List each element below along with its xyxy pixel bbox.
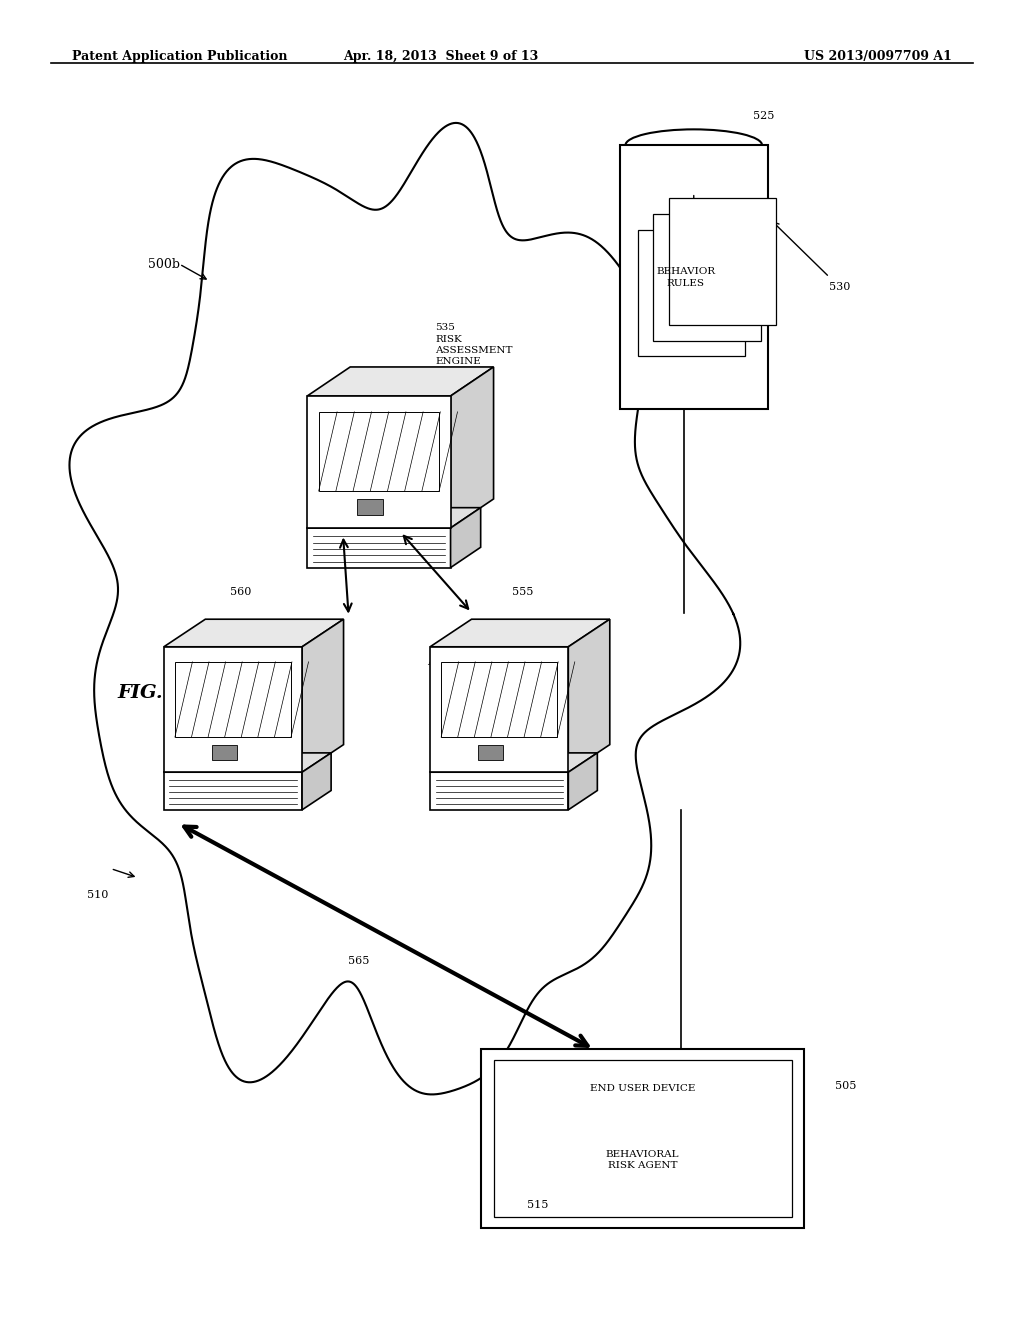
Polygon shape	[307, 396, 451, 528]
Polygon shape	[494, 1060, 792, 1217]
Polygon shape	[669, 198, 776, 325]
Polygon shape	[212, 744, 238, 759]
Polygon shape	[307, 508, 480, 528]
Polygon shape	[302, 619, 344, 772]
Text: SECURITY
TOOL A
540: SECURITY TOOL A 540	[171, 647, 228, 678]
Text: Apr. 18, 2013  Sheet 9 of 13: Apr. 18, 2013 Sheet 9 of 13	[343, 50, 538, 63]
Polygon shape	[164, 772, 302, 810]
Polygon shape	[568, 619, 609, 772]
Polygon shape	[430, 752, 597, 772]
Polygon shape	[307, 367, 494, 396]
Polygon shape	[164, 752, 331, 772]
Text: FIG. 5B: FIG. 5B	[118, 684, 201, 702]
Polygon shape	[302, 752, 331, 810]
Polygon shape	[430, 619, 609, 647]
Polygon shape	[620, 145, 768, 409]
Text: 535
RISK
ASSESSMENT
ENGINE: 535 RISK ASSESSMENT ENGINE	[435, 323, 513, 366]
Text: Patent Application Publication: Patent Application Publication	[72, 50, 287, 63]
Text: END USER DEVICE: END USER DEVICE	[590, 1084, 695, 1093]
Text: BEHAVIOR
RULES: BEHAVIOR RULES	[656, 267, 715, 288]
Polygon shape	[430, 647, 568, 772]
Text: 560: 560	[230, 587, 251, 598]
Polygon shape	[451, 508, 480, 568]
Text: 515: 515	[527, 1200, 549, 1210]
Polygon shape	[478, 744, 504, 759]
Text: BEHAVIORAL
RISK AGENT: BEHAVIORAL RISK AGENT	[606, 1150, 679, 1170]
Polygon shape	[653, 214, 761, 341]
Text: USER RISK
ASSESSMENT
BACKEND
520: USER RISK ASSESSMENT BACKEND 520	[427, 647, 505, 689]
Polygon shape	[568, 752, 597, 810]
Polygon shape	[357, 499, 383, 515]
Text: 530: 530	[829, 282, 851, 293]
Text: 525: 525	[753, 111, 774, 121]
Polygon shape	[481, 1049, 804, 1228]
Text: 510: 510	[87, 890, 109, 900]
Polygon shape	[451, 367, 494, 528]
Polygon shape	[430, 772, 568, 810]
Polygon shape	[638, 230, 745, 356]
Polygon shape	[164, 647, 302, 772]
Polygon shape	[307, 528, 451, 568]
Text: US 2013/0097709 A1: US 2013/0097709 A1	[805, 50, 952, 63]
Text: 505: 505	[835, 1081, 856, 1092]
Polygon shape	[164, 619, 344, 647]
Text: 555: 555	[512, 587, 532, 598]
Text: 565: 565	[348, 956, 370, 966]
Text: 500b: 500b	[148, 257, 180, 271]
